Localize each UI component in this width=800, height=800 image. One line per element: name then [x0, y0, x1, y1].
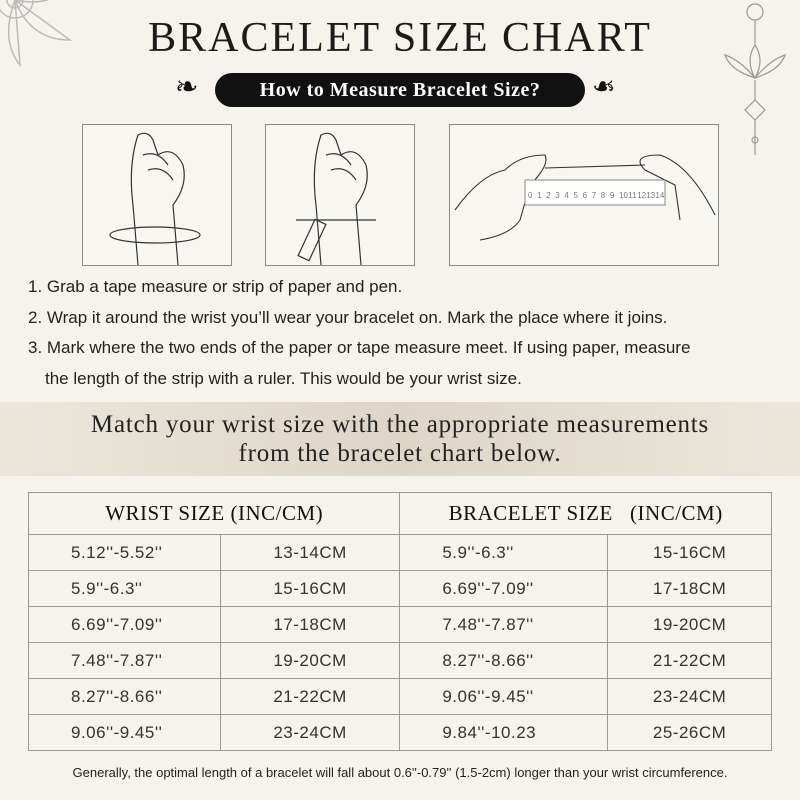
ruler-number: 4 [564, 191, 569, 200]
wrist-inches-cell: 5.12''-5.52'' [28, 534, 221, 571]
ruler-number: 10 [619, 191, 628, 200]
wrist-inches-cell: 7.48''-7.87'' [28, 642, 221, 679]
ruler-icon [524, 179, 666, 206]
ruler-number: 9 [610, 191, 615, 200]
wrist-wrap-illustration [82, 124, 232, 266]
wrist-size-header: WRIST SIZE (INC/CM) [27, 492, 401, 535]
band-line-1: Match your wrist size with the appropria… [90, 411, 710, 438]
wrist-inches-cell: 6.69''-7.09'' [28, 606, 221, 643]
bracelet-cm-cell: 21-22CM [607, 642, 772, 679]
match-instruction-band: Match your wrist size with the appropria… [0, 402, 800, 476]
ruler-number: 14 [655, 191, 664, 200]
wrist-cm-cell: 19-20CM [219, 642, 401, 679]
table-row: 5.12''-5.52'' 13-14CM 5.9''-6.3'' 15-16CM [28, 534, 772, 571]
bracelet-cm-cell: 23-24CM [607, 678, 772, 715]
swirl-left-icon: ❧ [175, 71, 199, 102]
ruler-number: 2 [546, 191, 551, 200]
bracelet-inches-cell: 7.48''-7.87'' [399, 606, 609, 643]
table-row: 5.9''-6.3'' 15-16CM 6.69''-7.09'' 17-18CM [28, 570, 772, 607]
left-hand-icon [454, 154, 547, 241]
wrist-cm-cell: 21-22CM [219, 678, 401, 715]
bracelet-inches-cell: 5.9''-6.3'' [399, 534, 609, 571]
bracelet-inches-cell: 8.27''-8.66'' [399, 642, 609, 679]
instruction-steps: 1. Grab a tape measure or strip of paper… [28, 272, 690, 394]
ruler-number: 7 [592, 191, 597, 200]
ruler-number: 13 [646, 191, 655, 200]
wrist-inches-cell: 8.27''-8.66'' [28, 678, 221, 715]
lotus-pendant-decoration-icon [724, 3, 786, 155]
table-row: 8.27''-8.66'' 21-22CM 9.06''-9.45'' 23-24CM [28, 678, 772, 715]
bracelet-cm-cell: 25-26CM [607, 714, 772, 751]
bracelet-inches-cell: 9.84''-10.23 [399, 714, 609, 751]
step-3-continued: the length of the strip with a ruler. Th… [45, 368, 522, 388]
ruler-number: 8 [601, 191, 606, 200]
swirl-right-icon: ❧ [592, 71, 616, 102]
wrist-cm-cell: 15-16CM [219, 570, 401, 607]
bracelet-size-header: BRACELET SIZE (INC/CM) [399, 492, 772, 535]
footnote: Generally, the optimal length of a brace… [72, 765, 728, 780]
wrist-cm-cell: 17-18CM [219, 606, 401, 643]
ruler-number: 0 [528, 191, 533, 200]
ruler-number: 6 [583, 191, 588, 200]
size-chart-table: WRIST SIZE (INC/CM) BRACELET SIZE (INC/C… [27, 492, 772, 751]
wrist-inches-cell: 9.06''-9.45'' [28, 714, 221, 751]
bracelet-cm-cell: 17-18CM [607, 570, 772, 607]
wrist-inches-cell: 5.9''-6.3'' [28, 570, 221, 607]
table-header-row: WRIST SIZE (INC/CM) BRACELET SIZE (INC/C… [27, 492, 772, 535]
wrist-cm-cell: 23-24CM [219, 714, 401, 751]
wrist-cm-cell: 13-14CM [219, 534, 401, 571]
hand-with-pen-icon [296, 132, 376, 266]
bracelet-cm-cell: 19-20CM [607, 606, 772, 643]
ruler-measure-illustration: 0 1 2 3 4 5 6 7 8 9 10 11 12 13 14 [449, 124, 719, 266]
ruler-number: 5 [574, 191, 579, 200]
bracelet-inches-cell: 9.06''-9.45'' [399, 678, 609, 715]
ruler-number: 1 [537, 191, 542, 200]
table-row: 9.06''-9.45'' 23-24CM 9.84''-10.23 25-26CM [28, 714, 772, 751]
page-title: BRACELET SIZE CHART [148, 15, 652, 61]
right-hand-icon [639, 154, 716, 221]
ruler-number: 12 [637, 191, 646, 200]
ruler-number: 3 [555, 191, 560, 200]
mandala-decoration-icon [0, 0, 73, 68]
step-3: 3. Mark where the two ends of the paper … [28, 338, 691, 357]
mark-wrist-illustration [265, 124, 415, 266]
step-1: 1. Grab a tape measure or strip of paper… [28, 277, 403, 296]
subtitle-pill: How to Measure Bracelet Size? [215, 73, 585, 107]
table-row: 7.48''-7.87'' 19-20CM 8.27''-8.66'' 21-22CM [28, 642, 772, 679]
step-2: 2. Wrap it around the wrist you’ll wear … [28, 307, 668, 327]
band-line-2: from the bracelet chart below. [238, 440, 562, 467]
hand-with-string-icon [109, 132, 201, 266]
table-row: 6.69''-7.09'' 17-18CM 7.48''-7.87'' 19-20CM [28, 606, 772, 643]
bracelet-cm-cell: 15-16CM [607, 534, 772, 571]
bracelet-inches-cell: 6.69''-7.09'' [399, 570, 609, 607]
ruler-number: 11 [628, 191, 637, 200]
